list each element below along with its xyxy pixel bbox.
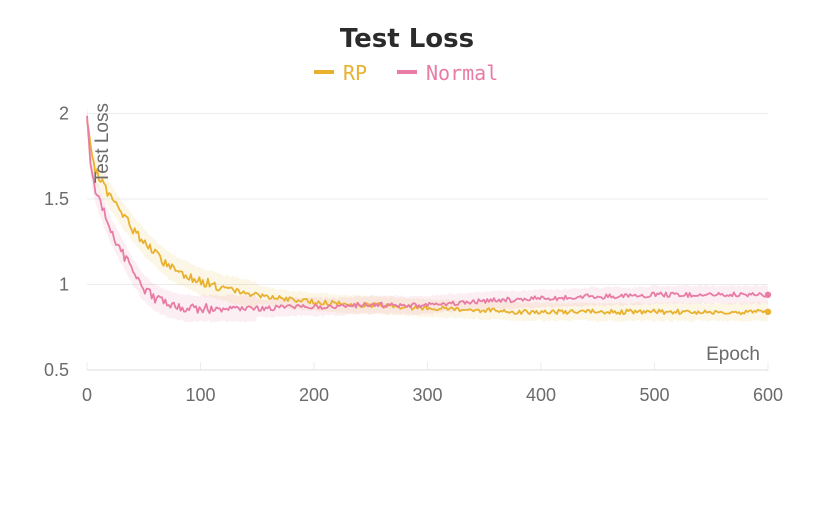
- series-end-point-normal[interactable]: [764, 291, 772, 298]
- x-tick-label: 100: [185, 385, 215, 405]
- y-axis-ticks: 0.5 1 1.5 2: [44, 104, 69, 380]
- grid-lines: [86, 113, 769, 370]
- legend-item-rp[interactable]: RP: [314, 61, 367, 85]
- legend: RP Normal: [314, 61, 498, 85]
- legend-item-normal[interactable]: Normal: [397, 61, 498, 85]
- chart-title: Test Loss: [340, 24, 474, 54]
- series-band-normal: [87, 104, 768, 323]
- x-tick-label: 600: [753, 385, 783, 405]
- x-axis-label: Epoch: [706, 344, 760, 365]
- legend-label-rp: RP: [343, 61, 367, 85]
- y-axis-label: Test Loss: [92, 103, 113, 183]
- series-bands: [87, 104, 768, 323]
- series-line-rp[interactable]: [86, 121, 769, 316]
- series-end-point-rp[interactable]: [764, 308, 772, 316]
- x-tick-label: 200: [299, 385, 329, 405]
- y-tick-label: 1.5: [44, 189, 69, 209]
- legend-label-normal: Normal: [426, 61, 498, 85]
- x-tick-label: 300: [412, 385, 442, 405]
- series-lines: [86, 115, 772, 316]
- y-tick-label: 1: [59, 275, 69, 295]
- series-line-normal[interactable]: [86, 115, 769, 315]
- x-axis-ticks: 0 100 200 300 400 500 600: [82, 385, 783, 405]
- x-tick-label: 400: [526, 385, 556, 405]
- y-tick-label: 0.5: [44, 360, 69, 380]
- x-tick-label: 500: [639, 385, 669, 405]
- y-tick-label: 2: [59, 104, 69, 124]
- x-tick-label: 0: [82, 385, 92, 405]
